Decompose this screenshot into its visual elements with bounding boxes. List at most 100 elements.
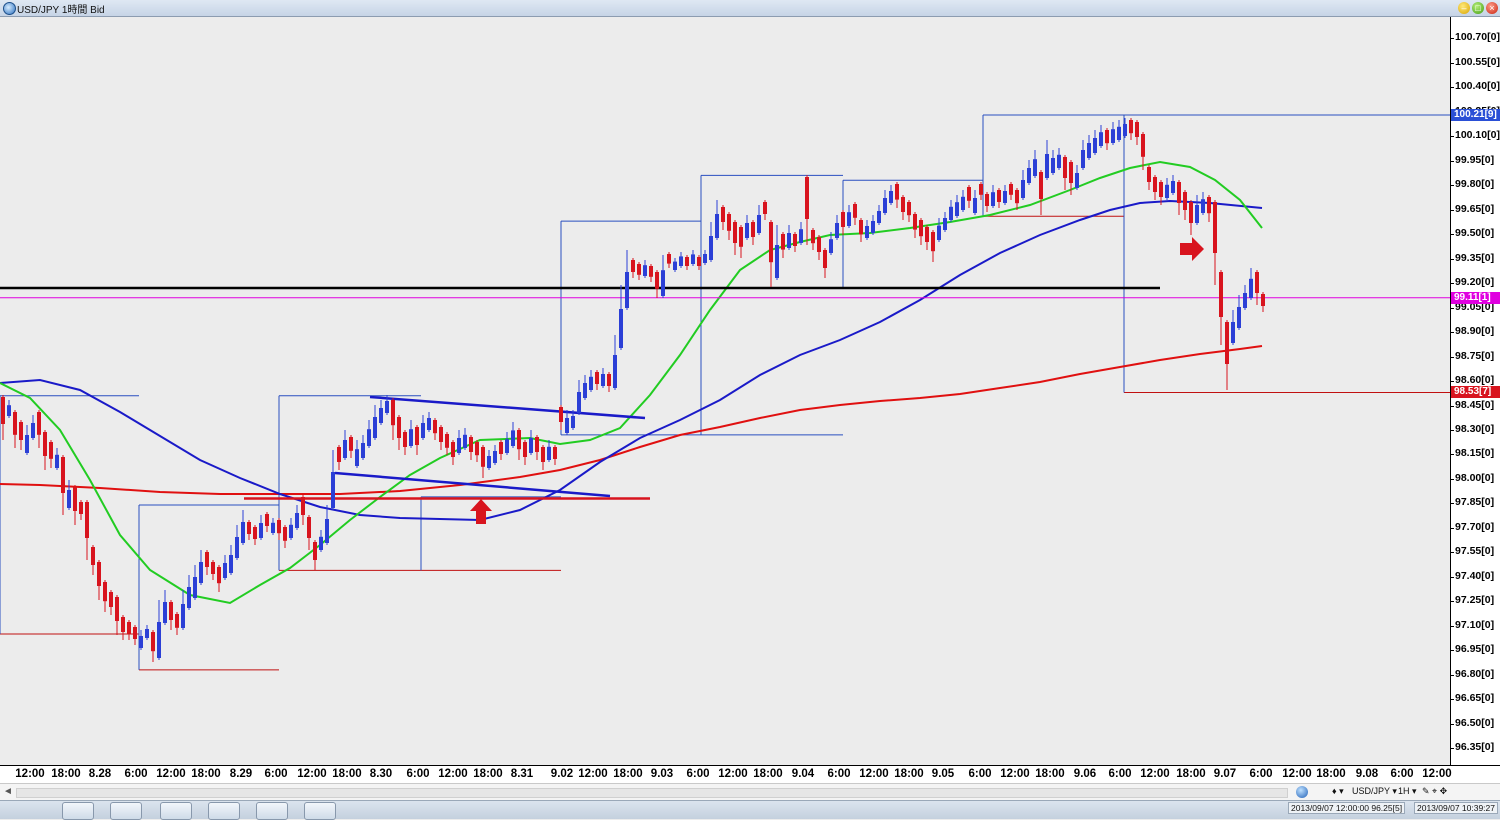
- candle-body: [367, 429, 371, 446]
- candle-body: [637, 264, 641, 275]
- candle-body: [685, 257, 689, 266]
- price-tick: [1450, 429, 1454, 431]
- scroll-left-button[interactable]: ◄: [3, 786, 13, 797]
- candle-body: [583, 383, 587, 398]
- time-label: 12:00: [1140, 768, 1170, 780]
- taskbar-button[interactable]: [110, 802, 142, 820]
- high-price-tag: 100.21[9]: [1451, 109, 1500, 121]
- candle-body: [919, 220, 923, 237]
- price-tick: [1450, 307, 1454, 309]
- candle-body: [991, 192, 995, 206]
- candle-body: [445, 434, 449, 448]
- candle-body: [1111, 129, 1115, 143]
- time-label: 18:00: [1035, 768, 1065, 780]
- candle-body: [343, 440, 347, 458]
- candle-body: [415, 427, 419, 445]
- candle-body: [673, 261, 677, 270]
- candle-body: [1177, 182, 1181, 203]
- taskbar-button[interactable]: [208, 802, 240, 820]
- price-tick: [1450, 748, 1454, 750]
- price-label: 96.35[0]: [1455, 741, 1495, 754]
- candle-body: [1075, 173, 1079, 188]
- time-label: 6:00: [686, 768, 710, 780]
- price-label: 99.35[0]: [1455, 251, 1495, 264]
- price-label: 100.70[0]: [1455, 31, 1500, 44]
- low-price-tag: 98.53[7]: [1451, 386, 1500, 399]
- candle-body: [67, 490, 71, 508]
- timeframe-selector[interactable]: 1H ▾: [1398, 786, 1417, 796]
- candle-body: [853, 204, 857, 218]
- taskbar-button[interactable]: [304, 802, 336, 820]
- candle-body: [871, 221, 875, 233]
- candle-body: [799, 229, 803, 243]
- time-label: 12:00: [438, 768, 468, 780]
- currency-pair-selector[interactable]: USD/JPY ▾: [1352, 786, 1397, 796]
- candle-body: [79, 502, 83, 514]
- candle-body: [1063, 157, 1067, 178]
- price-tick: [1450, 283, 1454, 285]
- candle-body: [199, 562, 203, 583]
- candle-body: [667, 254, 671, 264]
- time-label: 12:00: [1000, 768, 1030, 780]
- candle-body: [247, 522, 251, 534]
- window-title: USD/JPY 1時間 Bid: [17, 5, 105, 16]
- candle-body: [751, 222, 755, 237]
- price-tick: [1450, 258, 1454, 260]
- candle-body: [1021, 180, 1025, 198]
- horizontal-scrollbar[interactable]: [16, 788, 1288, 798]
- candle-body: [1207, 197, 1211, 214]
- time-axis[interactable]: 12:00 18:00 8.28 6:00 12:00 18:00 8.29 6:00 12:0…: [0, 765, 1500, 784]
- indicator-dropdown[interactable]: ♦ ▾: [1332, 786, 1344, 796]
- candle-body: [103, 582, 107, 602]
- price-axis[interactable]: 100.70[0]100.55[0]100.40[0]100.25[0]100.…: [1450, 17, 1500, 765]
- taskbar-button[interactable]: [160, 802, 192, 820]
- drawing-tools-icon[interactable]: ✎ ⌖ ✥: [1422, 786, 1448, 796]
- candle-body: [595, 372, 599, 384]
- maximize-button[interactable]: □: [1472, 2, 1484, 14]
- globe-icon[interactable]: [1296, 786, 1308, 798]
- candle-body: [361, 443, 365, 458]
- candle-body: [1027, 168, 1031, 183]
- candle-body: [241, 522, 245, 543]
- candle-body: [763, 202, 767, 214]
- price-chart[interactable]: [0, 17, 1450, 765]
- cursor-info: 2013/09/07 12:00:00 96.25[5]: [1288, 802, 1406, 814]
- candle-body: [1147, 167, 1151, 182]
- candle-body: [397, 417, 401, 438]
- candle-body: [901, 197, 905, 212]
- candle-body: [973, 198, 977, 213]
- candle-body: [727, 214, 731, 231]
- candle-body: [499, 442, 503, 454]
- taskbar-button[interactable]: [256, 802, 288, 820]
- candle-body: [1237, 307, 1241, 328]
- close-button[interactable]: ×: [1486, 2, 1498, 14]
- candle-body: [217, 567, 221, 584]
- candle-body: [451, 442, 455, 457]
- chart-canvas[interactable]: [0, 17, 1450, 765]
- candle-body: [163, 602, 167, 623]
- price-label: 96.65[0]: [1455, 692, 1495, 705]
- upper-trendline: [369, 395, 646, 420]
- time-label: 12:00: [1422, 768, 1452, 780]
- candle-body: [769, 222, 773, 263]
- price-tick: [1450, 332, 1454, 334]
- candle-body: [1231, 322, 1235, 343]
- candle-body: [931, 232, 935, 252]
- taskbar-button[interactable]: [62, 802, 94, 820]
- minimize-button[interactable]: –: [1458, 2, 1470, 14]
- candle-body: [421, 423, 425, 438]
- price-label: 98.90[0]: [1455, 325, 1495, 338]
- time-label: 8.29: [229, 768, 253, 780]
- time-label: 18:00: [51, 768, 81, 780]
- candle-body: [169, 602, 173, 620]
- price-tick: [1450, 527, 1454, 529]
- app-icon: [3, 2, 16, 15]
- candle-body: [97, 562, 101, 586]
- candle-body: [541, 447, 545, 462]
- status-bar: 2013/09/07 12:00:00 96.25[5] 2013/09/07 …: [0, 800, 1500, 820]
- candle-body: [835, 223, 839, 238]
- candle-body: [1033, 159, 1037, 176]
- candle-body: [25, 435, 29, 453]
- time-label: 18:00: [191, 768, 221, 780]
- candle-body: [145, 629, 149, 638]
